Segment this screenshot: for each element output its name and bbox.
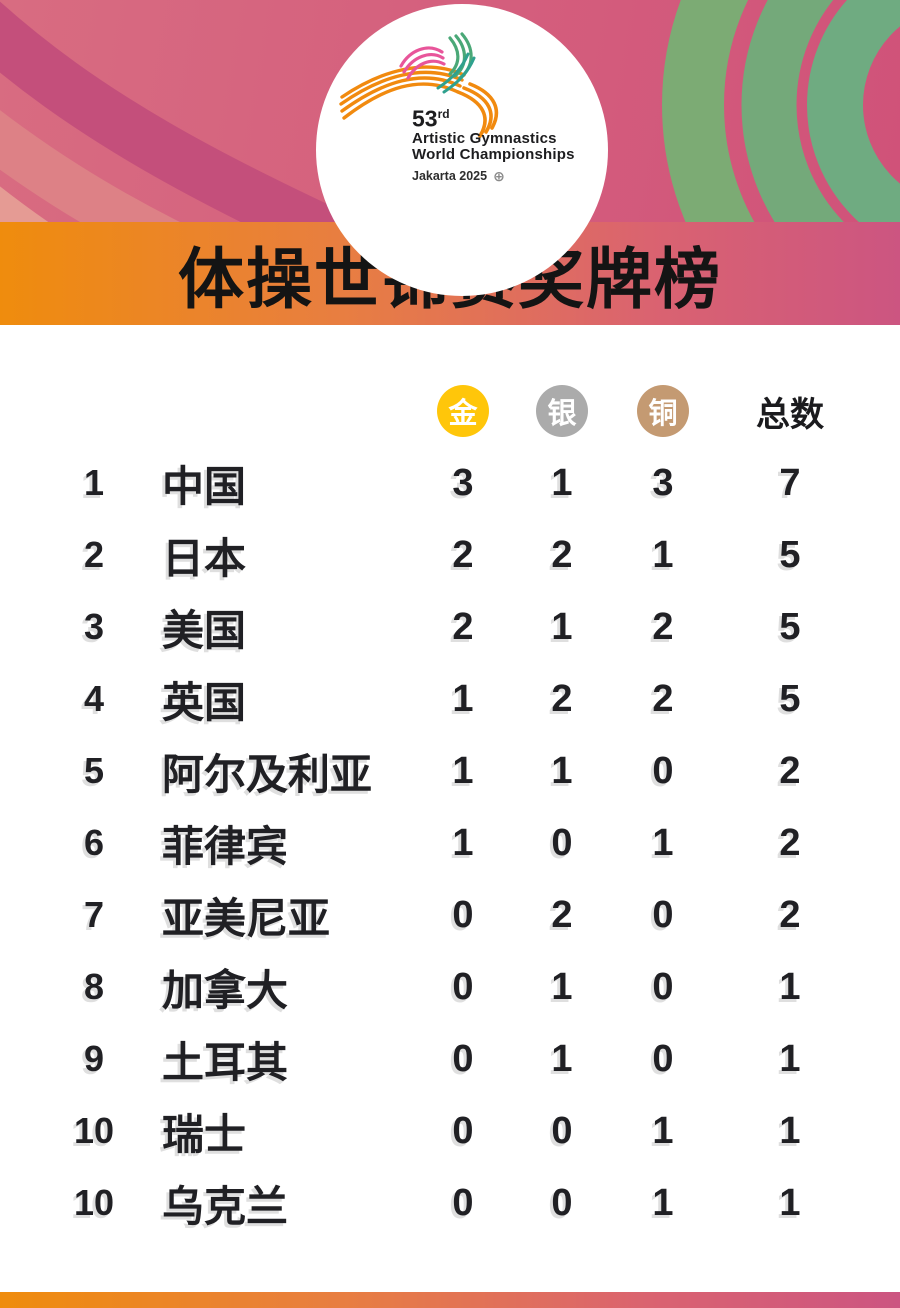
event-name-line1: Artistic Gymnastics: [412, 129, 557, 147]
medal-table: 金 银 铜 总数 1 中国 3 1: [0, 325, 900, 1239]
bronze-count-cell: 0: [652, 1037, 674, 1080]
globe-icon: ⊕: [493, 167, 505, 184]
gold-column-header: 金: [413, 385, 513, 437]
bronze-count-cell: 1: [652, 533, 674, 576]
bronze-count-cell: 1: [652, 1109, 674, 1152]
country-cell: 中国: [162, 462, 247, 510]
silver-count-cell: 2: [551, 533, 573, 576]
bronze-count-cell: 2: [652, 677, 674, 720]
total-count-cell: 5: [779, 605, 801, 648]
country-cell: 阿尔及利亚: [162, 750, 373, 798]
total-count-cell: 2: [779, 893, 801, 936]
table-row: 9 土耳其 0 1 0 1: [58, 1023, 865, 1095]
country-cell: 美国: [162, 606, 247, 654]
country-cell: 英国: [162, 678, 247, 726]
bronze-count-cell: 0: [652, 965, 674, 1008]
table-row: 10 瑞士 0 0 1 1: [58, 1095, 865, 1167]
total-column-header: 总数: [756, 395, 824, 434]
table-row: 8 加拿大 0 1 0 1: [58, 951, 865, 1023]
edition-label: 53rd: [412, 105, 450, 132]
bronze-medal-icon: 铜: [637, 385, 689, 437]
event-name-line2: World Championships: [412, 145, 575, 163]
country-cell: 亚美尼亚: [162, 894, 331, 942]
rank-cell: 10: [73, 1110, 115, 1151]
silver-medal-icon: 银: [536, 385, 588, 437]
table-row: 5 阿尔及利亚 1 1 0 2: [58, 735, 865, 807]
gold-count-cell: 0: [452, 1109, 474, 1152]
bronze-count-cell: 0: [652, 893, 674, 936]
total-count-cell: 1: [779, 1037, 801, 1080]
total-count-cell: 5: [779, 677, 801, 720]
silver-count-cell: 1: [551, 605, 573, 648]
total-count-cell: 1: [779, 965, 801, 1008]
gold-count-cell: 0: [452, 1181, 474, 1224]
bottom-accent-strip: [0, 1292, 900, 1308]
rank-cell: 7: [83, 894, 105, 935]
silver-column-header: 银: [513, 385, 611, 437]
gold-count-cell: 1: [452, 749, 474, 792]
silver-count-cell: 1: [551, 749, 573, 792]
rank-cell: 3: [83, 606, 105, 647]
rank-cell: 4: [83, 678, 105, 719]
table-row: 1 中国 3 1 3 7: [58, 447, 865, 519]
total-count-cell: 5: [779, 533, 801, 576]
gold-count-cell: 2: [452, 605, 474, 648]
gold-count-cell: 1: [452, 677, 474, 720]
silver-count-cell: 0: [551, 1109, 573, 1152]
table-row: 4 英国 1 2 2 5: [58, 663, 865, 735]
country-cell: 乌克兰: [162, 1182, 289, 1230]
country-cell: 加拿大: [162, 966, 289, 1014]
gymnast-ribbon-icon: [339, 32, 499, 138]
bronze-count-cell: 3: [652, 461, 674, 504]
green-swirl-decoration: [662, 0, 900, 222]
rank-cell: 6: [83, 822, 105, 863]
country-cell: 菲律宾: [162, 822, 289, 870]
silver-count-cell: 0: [551, 821, 573, 864]
country-cell: 瑞士: [162, 1110, 247, 1158]
silver-count-cell: 2: [551, 677, 573, 720]
event-logo: 53rd Artistic Gymnastics World Champions…: [316, 4, 608, 296]
bronze-count-cell: 1: [652, 821, 674, 864]
rank-cell: 8: [83, 966, 105, 1007]
silver-count-cell: 0: [551, 1181, 573, 1224]
rank-cell: 5: [83, 750, 105, 791]
rank-cell: 9: [83, 1038, 105, 1079]
total-count-cell: 1: [779, 1109, 801, 1152]
country-cell: 土耳其: [162, 1038, 289, 1086]
silver-count-cell: 1: [551, 1037, 573, 1080]
event-location: Jakarta 2025 ⊕: [412, 167, 505, 184]
medal-table-header: 金 银 铜 总数: [0, 325, 900, 437]
gold-count-cell: 2: [452, 533, 474, 576]
gold-count-cell: 3: [452, 461, 474, 504]
gold-count-cell: 0: [452, 1037, 474, 1080]
rank-cell: 1: [83, 462, 105, 503]
silver-count-cell: 2: [551, 893, 573, 936]
table-row: 7 亚美尼亚 0 2 0 2: [58, 879, 865, 951]
silver-count-cell: 1: [551, 965, 573, 1008]
gold-count-cell: 1: [452, 821, 474, 864]
bronze-count-cell: 1: [652, 1181, 674, 1224]
table-row: 6 菲律宾 1 0 1 2: [58, 807, 865, 879]
medal-table-rows: 1 中国 3 1 3 7 2 日本 2 2 1 5 3: [0, 437, 900, 1239]
table-row: 2 日本 2 2 1 5: [58, 519, 865, 591]
bronze-count-cell: 0: [652, 749, 674, 792]
total-count-cell: 2: [779, 749, 801, 792]
total-count-cell: 2: [779, 821, 801, 864]
gold-count-cell: 0: [452, 893, 474, 936]
table-row: 10 乌克兰 0 0 1 1: [58, 1167, 865, 1239]
bronze-column-header: 铜: [611, 385, 715, 437]
gold-medal-icon: 金: [437, 385, 489, 437]
rank-cell: 10: [73, 1182, 115, 1223]
gold-count-cell: 0: [452, 965, 474, 1008]
table-row: 3 美国 2 1 2 5: [58, 591, 865, 663]
country-cell: 日本: [162, 534, 247, 582]
rank-cell: 2: [83, 534, 105, 575]
logo-text-block: 53rd Artistic Gymnastics World Champions…: [412, 102, 575, 183]
pink-ribbon-decoration: [0, 1, 367, 222]
total-count-cell: 1: [779, 1181, 801, 1224]
total-count-cell: 7: [779, 461, 801, 504]
bronze-count-cell: 2: [652, 605, 674, 648]
silver-count-cell: 1: [551, 461, 573, 504]
